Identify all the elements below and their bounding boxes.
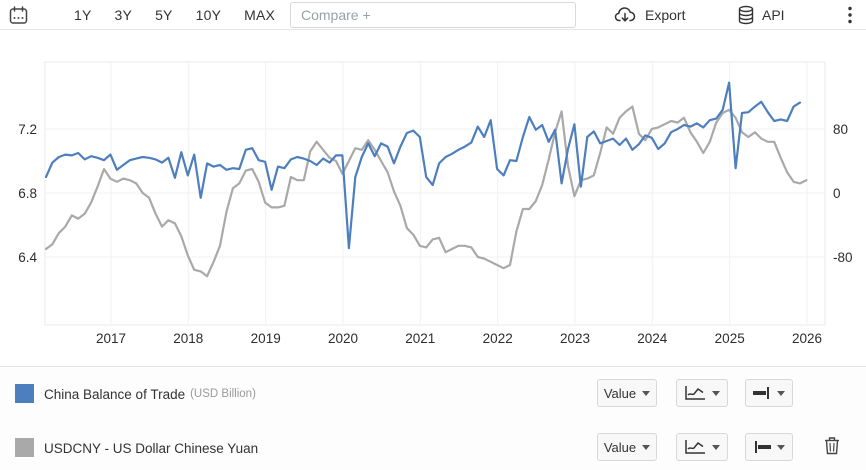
legend-panel: China Balance of Trade (USD Billion) Val… bbox=[0, 366, 866, 470]
legend-row-balance-of-trade: China Balance of Trade (USD Billion) Val… bbox=[0, 379, 866, 409]
range-10y[interactable]: 10Y bbox=[195, 7, 222, 23]
left-axis-tick: 6.4 bbox=[18, 250, 37, 265]
grid bbox=[44, 61, 826, 326]
cloud-download-icon bbox=[614, 6, 638, 24]
left-axis-labels: 7.2 6.8 6.4 bbox=[18, 122, 37, 265]
chart-area: 7.2 6.8 6.4 80 0 -80 2017 2018 2019 2020 2021 202… bbox=[0, 30, 866, 366]
range-selector: 1Y 3Y 5Y 10Y MAX bbox=[74, 0, 275, 30]
series-lines bbox=[44, 81, 808, 278]
calendar-icon bbox=[8, 5, 29, 26]
right-axis-tick: -80 bbox=[833, 250, 853, 265]
x-axis-year-label: 2017 bbox=[96, 331, 126, 346]
export-label: Export bbox=[645, 7, 686, 23]
api-button[interactable]: API bbox=[737, 0, 785, 30]
x-axis-year-label: 2019 bbox=[251, 331, 281, 346]
compare-field-wrap bbox=[290, 2, 576, 28]
line-style-dropdown[interactable] bbox=[745, 379, 793, 407]
series-label: USDCNY - US Dollar Chinese Yuan bbox=[44, 433, 258, 463]
line-style-left-cap-icon bbox=[753, 441, 771, 453]
range-max[interactable]: MAX bbox=[244, 7, 276, 23]
right-axis-labels: 80 0 -80 bbox=[833, 122, 853, 265]
value-dropdown[interactable]: Value bbox=[597, 433, 657, 461]
kebab-menu-button[interactable] bbox=[838, 0, 862, 30]
x-axis-year-label: 2018 bbox=[173, 331, 203, 346]
chevron-down-icon bbox=[642, 390, 651, 396]
x-axis-year-label: 2025 bbox=[715, 331, 745, 346]
right-axis-tick: 80 bbox=[833, 122, 848, 137]
trash-icon bbox=[824, 436, 840, 460]
x-axis-year-label: 2026 bbox=[792, 331, 822, 346]
chevron-down-icon bbox=[777, 444, 785, 450]
series-color-swatch[interactable] bbox=[15, 438, 34, 457]
value-dropdown-label: Value bbox=[603, 439, 637, 455]
delete-series-button[interactable] bbox=[820, 436, 844, 460]
line-style-right-cap-icon bbox=[753, 387, 771, 399]
range-5y[interactable]: 5Y bbox=[155, 7, 173, 23]
x-axis-year-label: 2022 bbox=[483, 331, 513, 346]
chart-svg[interactable]: 7.2 6.8 6.4 80 0 -80 2017 2018 2019 2020 2021 202… bbox=[0, 30, 866, 366]
series-label: China Balance of Trade (USD Billion) bbox=[44, 379, 256, 409]
value-dropdown[interactable]: Value bbox=[597, 379, 657, 407]
line-style-dropdown[interactable] bbox=[745, 433, 793, 461]
series-line-usdcny-us-dollar-chinese-yuan bbox=[44, 105, 808, 278]
left-axis-tick: 6.8 bbox=[18, 186, 37, 201]
chevron-down-icon bbox=[712, 444, 720, 450]
x-axis-labels: 2017 2018 2019 2020 2021 2022 2023 2024 2025 2026 bbox=[96, 331, 822, 346]
toolbar: 1Y 3Y 5Y 10Y MAX Export bbox=[0, 0, 866, 30]
api-label: API bbox=[762, 7, 785, 23]
calendar-button[interactable] bbox=[8, 0, 29, 30]
left-axis-tick: 7.2 bbox=[18, 122, 37, 137]
right-axis-tick: 0 bbox=[833, 186, 841, 201]
series-unit: (USD Billion) bbox=[190, 388, 256, 400]
series-line-china-balance-of-trade bbox=[44, 81, 802, 250]
x-axis-year-label: 2023 bbox=[560, 331, 590, 346]
chevron-down-icon bbox=[712, 390, 720, 396]
series-name: USDCNY - US Dollar Chinese Yuan bbox=[44, 440, 259, 456]
range-1y[interactable]: 1Y bbox=[74, 7, 92, 23]
value-dropdown-label: Value bbox=[603, 385, 637, 401]
compare-input[interactable] bbox=[290, 2, 576, 28]
series-name: China Balance of Trade bbox=[44, 386, 186, 402]
x-axis-year-label: 2024 bbox=[637, 331, 668, 346]
range-3y[interactable]: 3Y bbox=[114, 7, 133, 23]
line-chart-icon bbox=[684, 439, 706, 455]
x-axis-year-label: 2021 bbox=[405, 331, 435, 346]
line-chart-icon bbox=[684, 385, 706, 401]
chevron-down-icon bbox=[642, 444, 651, 450]
database-icon bbox=[737, 5, 755, 25]
legend-row-usdcny: USDCNY - US Dollar Chinese Yuan Value bbox=[0, 433, 866, 463]
chart-type-dropdown[interactable] bbox=[676, 379, 728, 407]
kebab-menu-icon bbox=[847, 5, 853, 25]
chart-type-dropdown[interactable] bbox=[676, 433, 728, 461]
chevron-down-icon bbox=[777, 390, 785, 396]
series-color-swatch[interactable] bbox=[15, 384, 34, 403]
x-axis-year-label: 2020 bbox=[328, 331, 358, 346]
export-button[interactable]: Export bbox=[614, 0, 685, 30]
h-gridlines bbox=[45, 128, 825, 258]
